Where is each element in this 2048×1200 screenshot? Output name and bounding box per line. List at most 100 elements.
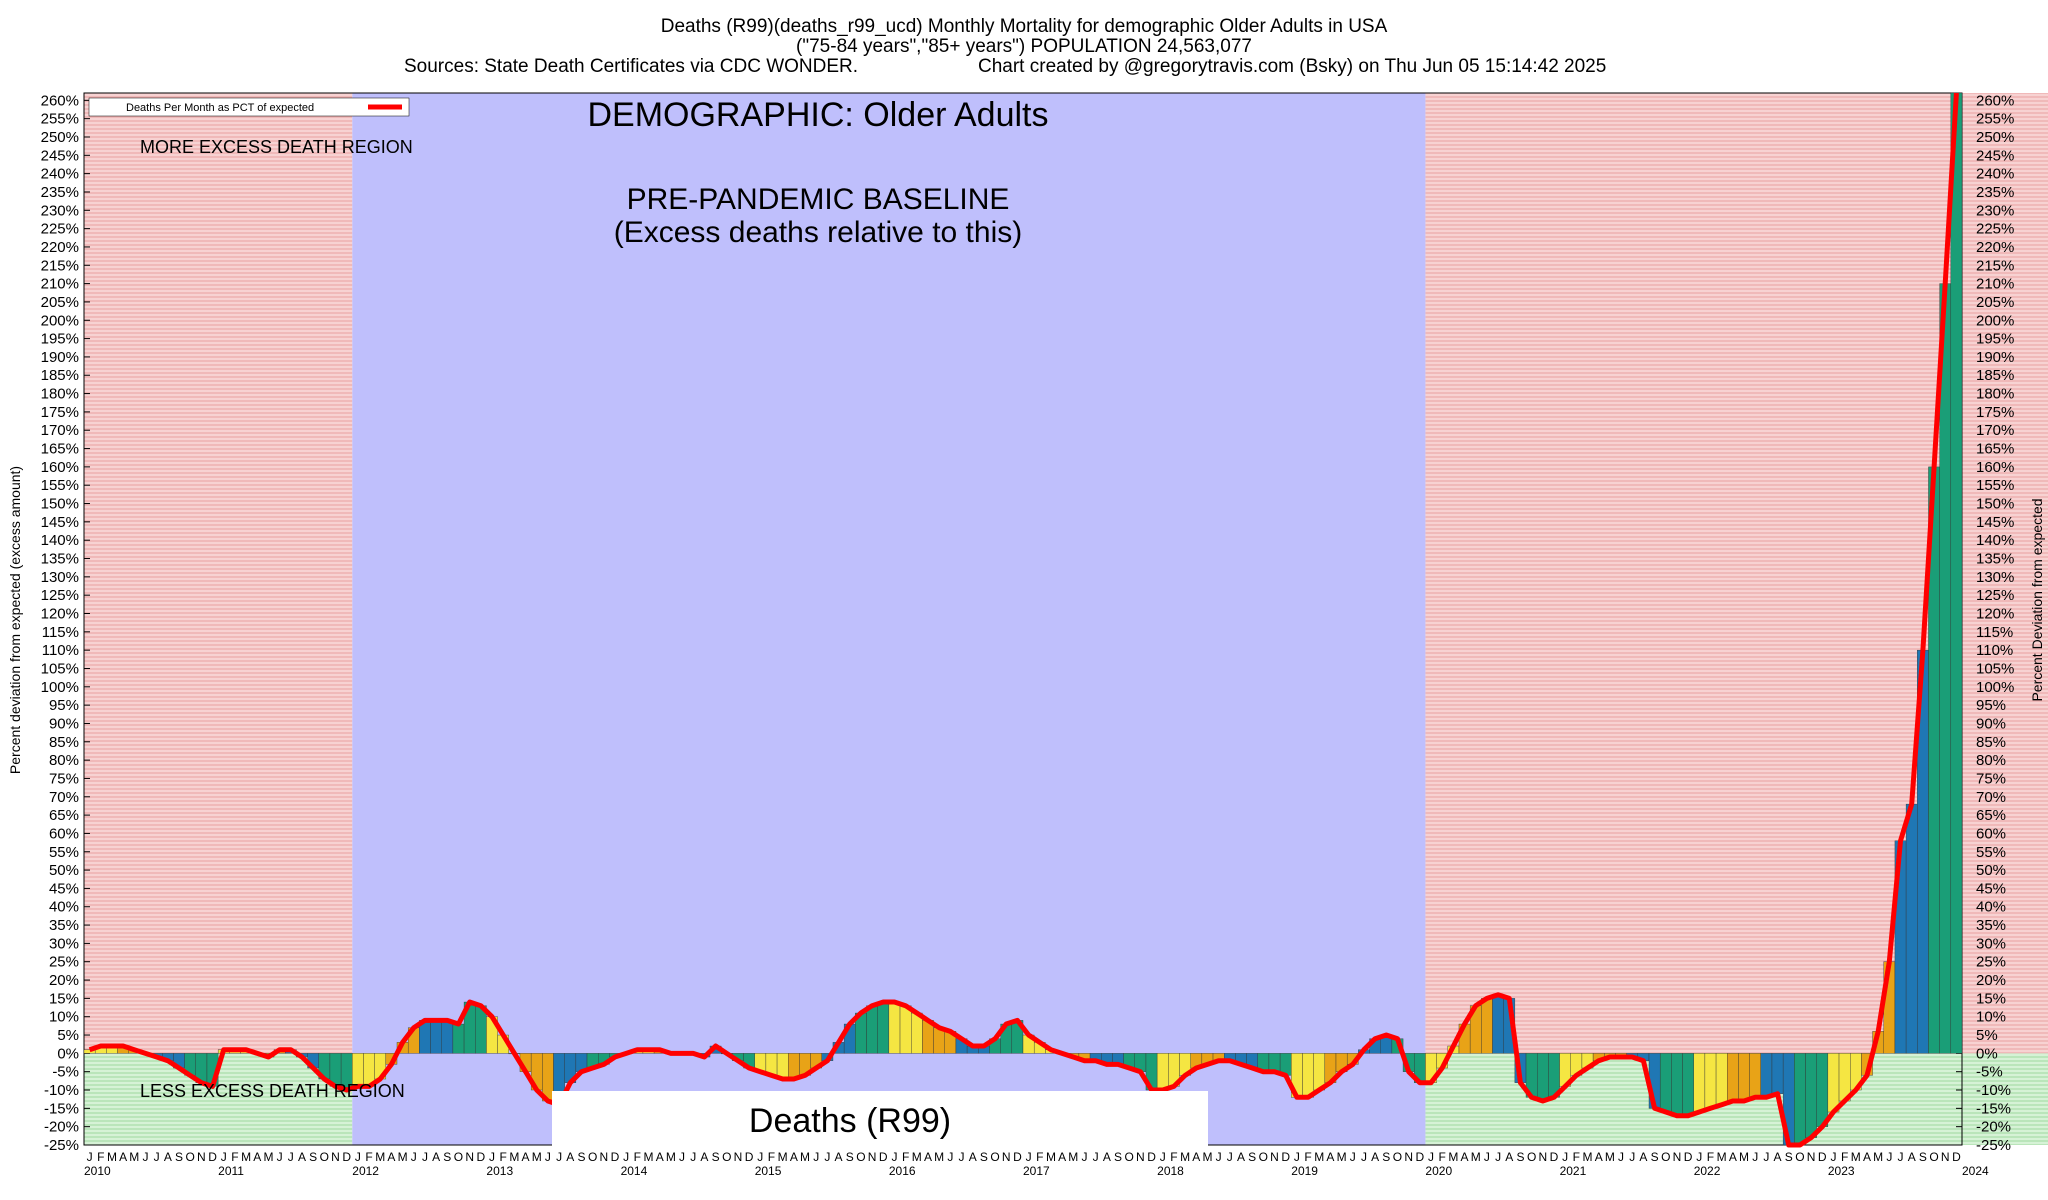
x-year-label: 2020: [1425, 1164, 1452, 1178]
y-tick-label-left: 170%: [41, 422, 79, 439]
x-month-label: M: [800, 1150, 810, 1164]
y-tick-label-left: 70%: [49, 789, 79, 806]
y-tick-label-right: 220%: [1976, 239, 2014, 256]
x-month-label: A: [1729, 1150, 1737, 1164]
x-month-label: M: [1873, 1150, 1883, 1164]
x-month-label: J: [959, 1150, 965, 1164]
x-month-label: D: [1147, 1150, 1156, 1164]
x-year-label: 2018: [1157, 1164, 1184, 1178]
x-month-label: D: [1281, 1150, 1290, 1164]
y-tick-label-right: 65%: [1976, 807, 2006, 824]
x-month-label: F: [1304, 1150, 1311, 1164]
y-tick-label-left: 240%: [41, 166, 79, 183]
x-month-label: A: [1595, 1150, 1603, 1164]
x-month-label: N: [1941, 1150, 1950, 1164]
x-year-label: 2024: [1962, 1164, 1989, 1178]
x-month-label: J: [623, 1150, 629, 1164]
x-month-label: D: [1952, 1150, 1961, 1164]
x-month-label: A: [700, 1150, 708, 1164]
y-tick-label-right: 25%: [1976, 954, 2006, 971]
x-month-label: F: [1170, 1150, 1177, 1164]
x-month-label: M: [241, 1150, 251, 1164]
y-tick-label-right: 100%: [1976, 679, 2014, 696]
chart-title-line1: Deaths (R99)(deaths_r99_ucd) Monthly Mor…: [661, 16, 1388, 37]
bar-150: [1760, 1053, 1773, 1098]
x-month-label: A: [387, 1150, 395, 1164]
x-month-label: M: [1471, 1150, 1481, 1164]
x-month-label: J: [556, 1150, 562, 1164]
y-tick-label-left: 180%: [41, 386, 79, 403]
y-tick-label-right: 205%: [1976, 294, 2014, 311]
x-month-label: J: [288, 1150, 294, 1164]
x-month-label: A: [1505, 1150, 1513, 1164]
bar-32: [441, 1020, 454, 1054]
x-month-label: O: [1125, 1150, 1134, 1164]
y-tick-label-right: 115%: [1976, 624, 2013, 641]
x-month-label: F: [1707, 1150, 1714, 1164]
y-tick-label-left: 85%: [49, 734, 79, 751]
bar-148: [1738, 1053, 1750, 1102]
cause-label: Deaths (R99): [749, 1102, 951, 1140]
x-month-label: M: [778, 1150, 788, 1164]
x-month-label: A: [164, 1150, 172, 1164]
y-tick-label-right: 5%: [1976, 1027, 1998, 1044]
y-tick-label-right: 75%: [1976, 770, 2006, 787]
y-tick-label-right: 110%: [1976, 642, 2013, 659]
x-month-label: F: [902, 1150, 909, 1164]
x-month-label: S: [1785, 1150, 1793, 1164]
x-month-label: A: [432, 1150, 440, 1164]
y-tick-label-left: 20%: [49, 972, 79, 989]
x-month-label: J: [1763, 1150, 1769, 1164]
y-tick-label-right: 235%: [1976, 184, 2014, 201]
y-tick-label-right: 195%: [1976, 331, 2014, 348]
y-tick-label-right: 95%: [1976, 697, 2006, 714]
x-month-label: D: [1818, 1150, 1827, 1164]
monthly-bars: [83, 92, 1963, 1146]
x-year-label: 2014: [621, 1164, 648, 1178]
y-tick-label-right: 20%: [1976, 972, 2006, 989]
x-month-label: A: [522, 1150, 530, 1164]
x-month-label: F: [365, 1150, 372, 1164]
x-month-label: J: [1484, 1150, 1490, 1164]
x-month-label: J: [154, 1150, 160, 1164]
x-month-label: D: [1416, 1150, 1425, 1164]
y-tick-label-left: 235%: [41, 184, 79, 201]
y-tick-label-right: 180%: [1976, 386, 2014, 403]
x-year-label: 2013: [486, 1164, 513, 1178]
x-month-label: A: [1863, 1150, 1871, 1164]
y-tick-label-left: 100%: [41, 679, 79, 696]
bar-141: [1659, 1053, 1672, 1113]
bar-106: [1268, 1053, 1281, 1072]
x-month-label: J: [679, 1150, 685, 1164]
x-month-label: D: [342, 1150, 351, 1164]
y-tick-label-right: 0%: [1976, 1045, 1998, 1062]
x-month-label: A: [1774, 1150, 1782, 1164]
x-month-label: D: [1550, 1150, 1559, 1164]
y-tick-label-left: 80%: [49, 752, 79, 769]
x-month-label: S: [1651, 1150, 1659, 1164]
x-month-label: M: [532, 1150, 542, 1164]
y-tick-label-left: -25%: [44, 1137, 79, 1154]
y-tick-label-right: 125%: [1976, 587, 2014, 604]
x-month-label: J: [1160, 1150, 1166, 1164]
x-month-label: S: [846, 1150, 854, 1164]
bar-146: [1715, 1053, 1728, 1105]
x-year-label: 2017: [1023, 1164, 1050, 1178]
y-tick-label-left: -10%: [44, 1082, 79, 1099]
y-tick-label-left: 210%: [41, 276, 79, 293]
y-tick-label-left: 205%: [41, 294, 79, 311]
y-tick-label-left: 15%: [49, 990, 79, 1007]
x-month-label: J: [489, 1150, 495, 1164]
y-tick-label-left: 220%: [41, 239, 79, 256]
baseline-label-1: PRE-PANDEMIC BASELINE: [627, 183, 1010, 216]
x-month-label: J: [813, 1150, 819, 1164]
x-month-label: M: [398, 1150, 408, 1164]
x-year-label: 2023: [1828, 1164, 1855, 1178]
x-month-label: J: [1216, 1150, 1222, 1164]
x-month-label: J: [545, 1150, 551, 1164]
x-year-label: 2021: [1560, 1164, 1587, 1178]
y-tick-label-right: 225%: [1976, 221, 2014, 238]
y-tick-label-left: 145%: [41, 514, 79, 531]
x-month-label: M: [1448, 1150, 1458, 1164]
x-month-label: M: [1717, 1150, 1727, 1164]
